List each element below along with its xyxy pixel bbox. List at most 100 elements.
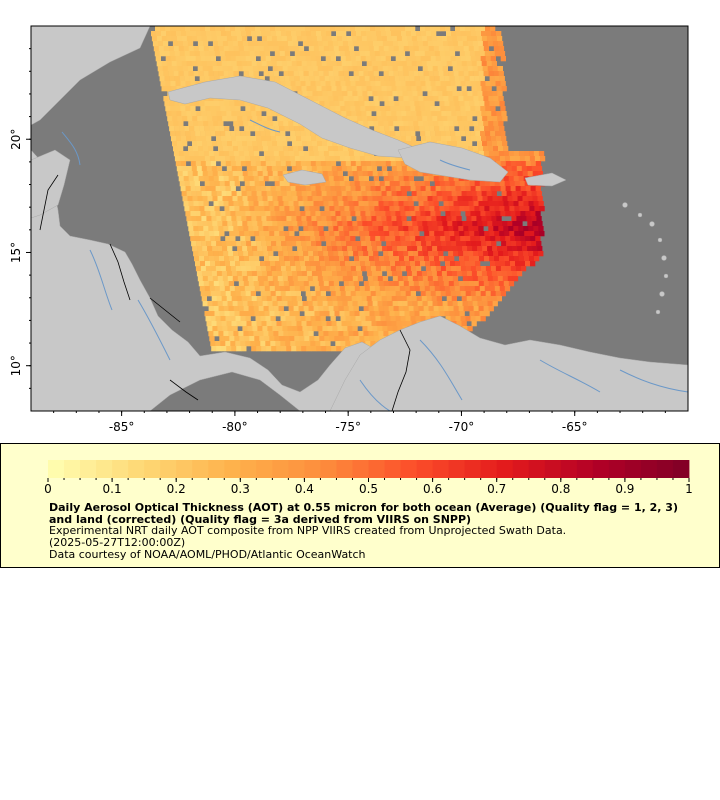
aot-cell — [293, 71, 299, 77]
aot-cell — [270, 186, 276, 192]
aot-cell — [220, 186, 226, 192]
aot-cell — [296, 61, 302, 67]
aot-cell — [397, 41, 404, 47]
aot-cell — [254, 181, 260, 187]
aot-cell — [221, 136, 227, 142]
aot-cell — [268, 331, 274, 337]
aot-cell — [323, 331, 329, 337]
aot-cell — [451, 296, 457, 302]
aot-cell — [255, 131, 261, 137]
aot-cell — [431, 136, 437, 142]
aot-cell — [185, 26, 191, 32]
aot-cell — [278, 151, 285, 157]
aot-cell — [214, 311, 220, 317]
aot-cell — [194, 101, 200, 107]
aot-cell — [317, 91, 323, 97]
aot-cell — [199, 51, 206, 57]
aot-cell — [268, 121, 274, 127]
aot-cell — [421, 241, 427, 247]
aot-cell — [326, 61, 332, 67]
aot-cell — [194, 156, 201, 162]
aot-cell — [396, 296, 402, 302]
aot-cell — [411, 321, 417, 327]
aot-cell — [495, 261, 501, 267]
aot-cell — [281, 241, 287, 247]
aot-cell — [350, 266, 357, 272]
aot-cell — [480, 266, 487, 272]
aot-cell — [512, 221, 518, 227]
aot-cell — [216, 36, 223, 42]
aot-cell — [273, 151, 280, 157]
aot-cell — [463, 251, 469, 257]
aot-cell — [281, 61, 287, 67]
aot-cell — [302, 41, 309, 47]
aot-cell — [429, 311, 435, 317]
aot-cell — [276, 216, 282, 222]
aot-cell — [231, 61, 237, 67]
aot-cell — [274, 206, 280, 212]
aot-cell — [466, 36, 473, 42]
aot-cell — [236, 191, 242, 197]
aot-cell — [235, 266, 242, 272]
aot-cell — [348, 46, 355, 52]
aot-cell — [221, 346, 227, 352]
aot-cell — [306, 136, 312, 142]
aot-cell — [208, 151, 215, 157]
aot-cell — [237, 301, 243, 307]
aot-cell — [330, 211, 336, 217]
aot-cell — [263, 226, 269, 232]
aot-cell — [294, 286, 301, 292]
aot-cell — [227, 41, 234, 47]
aot-cell — [395, 236, 401, 242]
aot-cell — [392, 326, 398, 332]
aot-cell — [227, 141, 233, 147]
aot-cell — [310, 236, 316, 242]
aot-cell — [201, 61, 207, 67]
aot-cell — [394, 101, 400, 107]
aot-map[interactable]: -85° -80° -75° -70° -65° 20°15°10° — [0, 0, 720, 440]
aot-cell — [445, 236, 451, 242]
aot-cell — [239, 311, 245, 317]
aot-cell — [426, 36, 433, 42]
aot-cell — [488, 306, 494, 312]
aot-cell — [448, 281, 455, 287]
aot-cell — [274, 76, 280, 82]
aot-cell — [520, 266, 527, 272]
aot-cell — [235, 26, 241, 32]
aot-cell — [517, 246, 523, 252]
aot-cell — [349, 76, 355, 82]
aot-cell — [332, 196, 338, 202]
aot-cell — [256, 296, 262, 302]
aot-cell — [294, 51, 301, 57]
aot-cell — [319, 156, 326, 162]
aot-cell — [380, 81, 386, 87]
aot-cell — [319, 76, 325, 82]
aot-cell — [203, 71, 209, 77]
aot-cell — [270, 291, 276, 297]
aot-cell — [262, 141, 268, 147]
aot-cell — [200, 186, 206, 192]
aot-cell — [409, 311, 415, 317]
aot-cell — [375, 81, 381, 87]
aot-cell — [430, 266, 437, 272]
aot-cell — [308, 281, 315, 287]
aot-cell — [462, 196, 468, 202]
aot-cell — [411, 61, 417, 67]
aot-cell — [313, 46, 320, 52]
colorbar-cell — [256, 460, 273, 478]
aot-cell — [391, 296, 397, 302]
aot-cell — [221, 296, 227, 302]
aot-cell — [378, 96, 384, 102]
aot-cell — [382, 196, 388, 202]
aot-cell — [474, 101, 480, 107]
aot-cell — [361, 216, 367, 222]
aot-cell — [324, 336, 330, 342]
aot-cell — [516, 241, 522, 247]
aot-cell — [287, 41, 294, 47]
aot-cell — [267, 41, 274, 47]
aot-cell — [317, 141, 323, 147]
aot-cell — [471, 111, 477, 117]
aot-cell — [369, 336, 375, 342]
aot-cell — [345, 261, 351, 267]
aot-cell — [426, 61, 432, 67]
